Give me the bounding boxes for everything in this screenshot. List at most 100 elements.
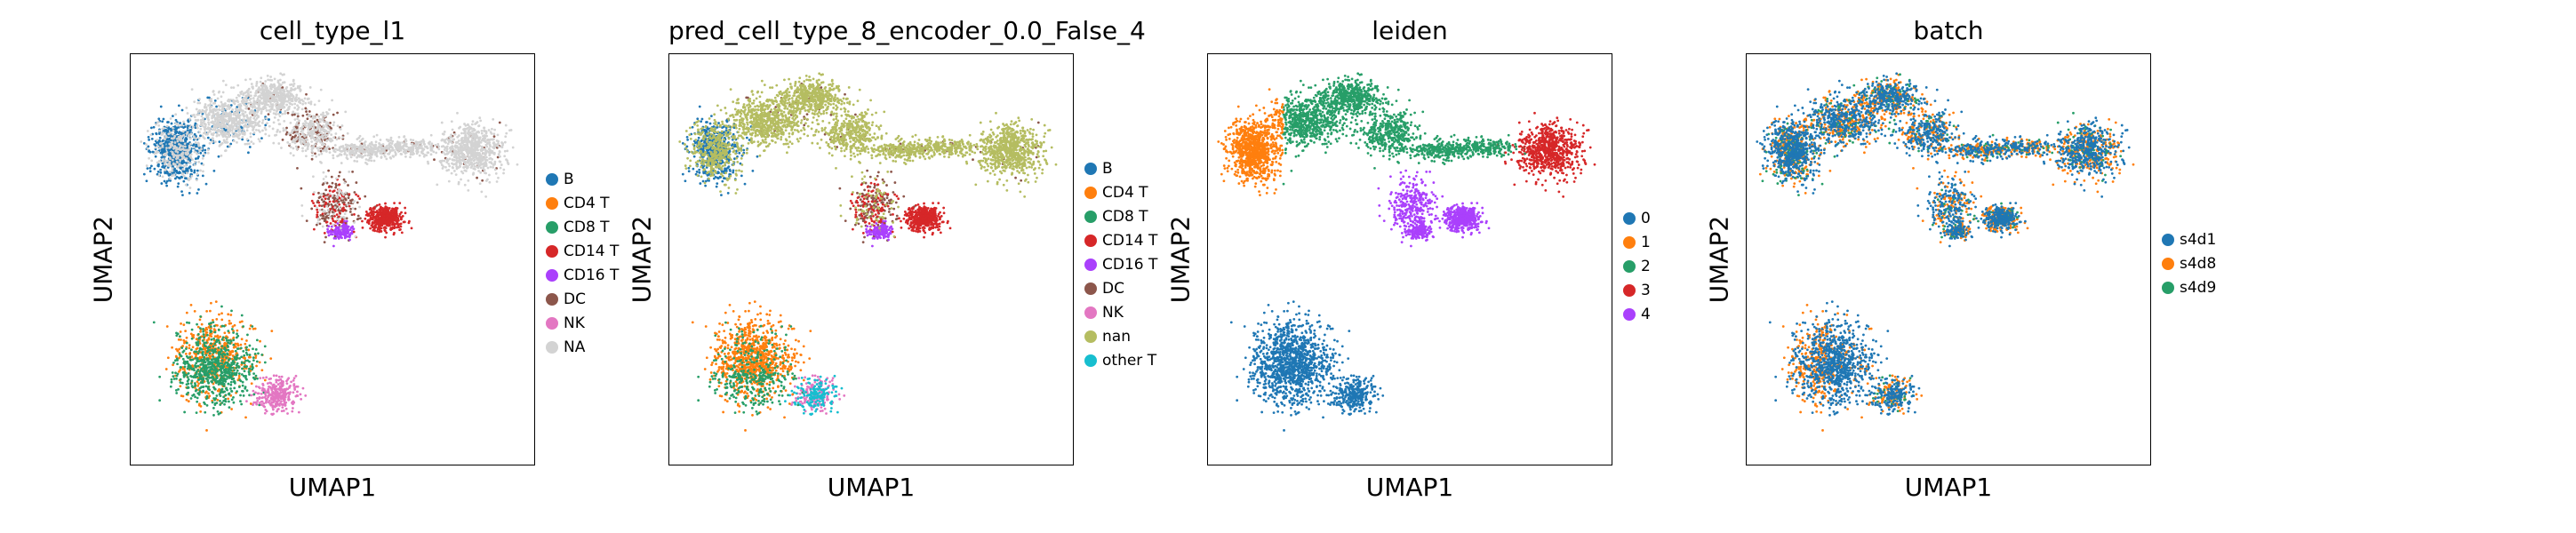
- scatter-point: [334, 147, 337, 151]
- scatter-point: [172, 375, 175, 378]
- scatter-point: [175, 378, 178, 380]
- scatter-point: [278, 115, 282, 118]
- scatter-point: [244, 376, 247, 379]
- scatter-point: [275, 102, 278, 106]
- scatter-point: [462, 131, 466, 135]
- scatter-point: [227, 330, 230, 333]
- scatter-point: [353, 191, 356, 194]
- scatter-point: [189, 332, 193, 336]
- scatter-point: [196, 396, 199, 400]
- scatter-point: [229, 104, 233, 107]
- scatter-point: [204, 132, 208, 136]
- scatter-point: [154, 146, 157, 149]
- scatter-point: [437, 147, 441, 151]
- scatter-point: [200, 367, 204, 370]
- scatter-point: [263, 411, 267, 415]
- scatter-point: [177, 387, 180, 391]
- scatter-point: [304, 149, 308, 153]
- scatter-point: [236, 362, 239, 365]
- scatter-point: [257, 138, 260, 140]
- scatter-point: [208, 128, 212, 131]
- scatter-point: [244, 356, 246, 360]
- scatter-point: [240, 373, 244, 376]
- scatter-point: [231, 350, 234, 354]
- scatter-point: [447, 163, 451, 165]
- scatter-point: [398, 223, 401, 226]
- scatter-point: [312, 227, 316, 231]
- scatter-point: [204, 391, 207, 394]
- scatter-point: [399, 148, 403, 152]
- scatter-point: [241, 101, 244, 105]
- scatter-point: [257, 115, 260, 119]
- scatter-point: [221, 79, 225, 83]
- scatter-point: [310, 119, 313, 123]
- scatter-point: [356, 195, 360, 198]
- scatter-point: [275, 380, 278, 384]
- scatter-point: [173, 177, 177, 180]
- scatter-point: [167, 121, 170, 123]
- scatter-point: [305, 110, 308, 114]
- scatter-point: [266, 398, 268, 402]
- scatter-point: [247, 124, 251, 128]
- scatter-point: [236, 343, 239, 346]
- scatter-point: [205, 338, 209, 342]
- scatter-point: [220, 305, 223, 308]
- scatter-point: [307, 128, 310, 131]
- scatter-point: [492, 142, 496, 146]
- scatter-point: [252, 356, 255, 360]
- scatter-point: [467, 123, 469, 127]
- scatter-point: [206, 131, 210, 134]
- scatter-point: [315, 223, 318, 227]
- scatter-point: [240, 338, 244, 341]
- scatter-point: [334, 132, 338, 135]
- scatter-point: [411, 147, 414, 150]
- scatter-point: [327, 186, 331, 188]
- scatter-point: [479, 166, 483, 170]
- scatter-point: [391, 147, 394, 150]
- scatter-point: [223, 139, 226, 143]
- scatter-point: [345, 217, 348, 220]
- scatter-point: [316, 118, 319, 122]
- scatter-point: [161, 120, 164, 123]
- scatter-point: [212, 131, 216, 135]
- scatter-point: [495, 180, 499, 183]
- scatter-point: [239, 346, 243, 350]
- scatter-point: [209, 361, 212, 364]
- scatter-point: [290, 131, 293, 135]
- scatter-point: [443, 148, 446, 151]
- scatter-point: [185, 311, 188, 314]
- scatter-point: [450, 133, 453, 137]
- scatter-point: [224, 149, 228, 152]
- scatter-point: [162, 117, 165, 121]
- scatter-point: [364, 147, 367, 150]
- scatter-point: [164, 171, 167, 175]
- scatter-point: [317, 99, 321, 102]
- scatter-point: [287, 107, 291, 110]
- scatter-point: [313, 120, 316, 123]
- scatter-point: [228, 400, 230, 403]
- scatter-point: [194, 395, 196, 399]
- scatter-point: [243, 370, 246, 373]
- scatter-point: [240, 402, 244, 406]
- scatter-point: [207, 123, 211, 126]
- scatter-point: [197, 113, 201, 116]
- scatter-point: [156, 140, 160, 144]
- scatter-point: [255, 364, 258, 368]
- scatter-point: [331, 217, 334, 220]
- scatter-point: [332, 190, 334, 194]
- scatter-point: [333, 210, 337, 212]
- scatter-point: [267, 103, 269, 107]
- scatter-point: [188, 322, 191, 324]
- scatter-point: [236, 84, 240, 87]
- scatter-point: [457, 182, 460, 186]
- scatter-point: [159, 105, 163, 108]
- scatter-point: [305, 219, 308, 222]
- scatter-point: [354, 207, 357, 211]
- scatter-point: [250, 124, 252, 127]
- scatter-point: [185, 341, 188, 345]
- scatter-point: [266, 122, 268, 125]
- scatter-point: [448, 135, 452, 139]
- scatter-point: [480, 131, 484, 135]
- scatter-point: [270, 330, 274, 333]
- scatter-point: [320, 198, 324, 202]
